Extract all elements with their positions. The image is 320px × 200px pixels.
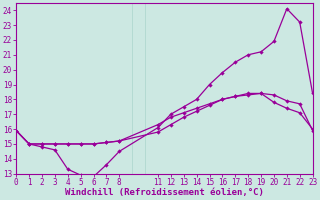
X-axis label: Windchill (Refroidissement éolien,°C): Windchill (Refroidissement éolien,°C)	[65, 188, 264, 197]
